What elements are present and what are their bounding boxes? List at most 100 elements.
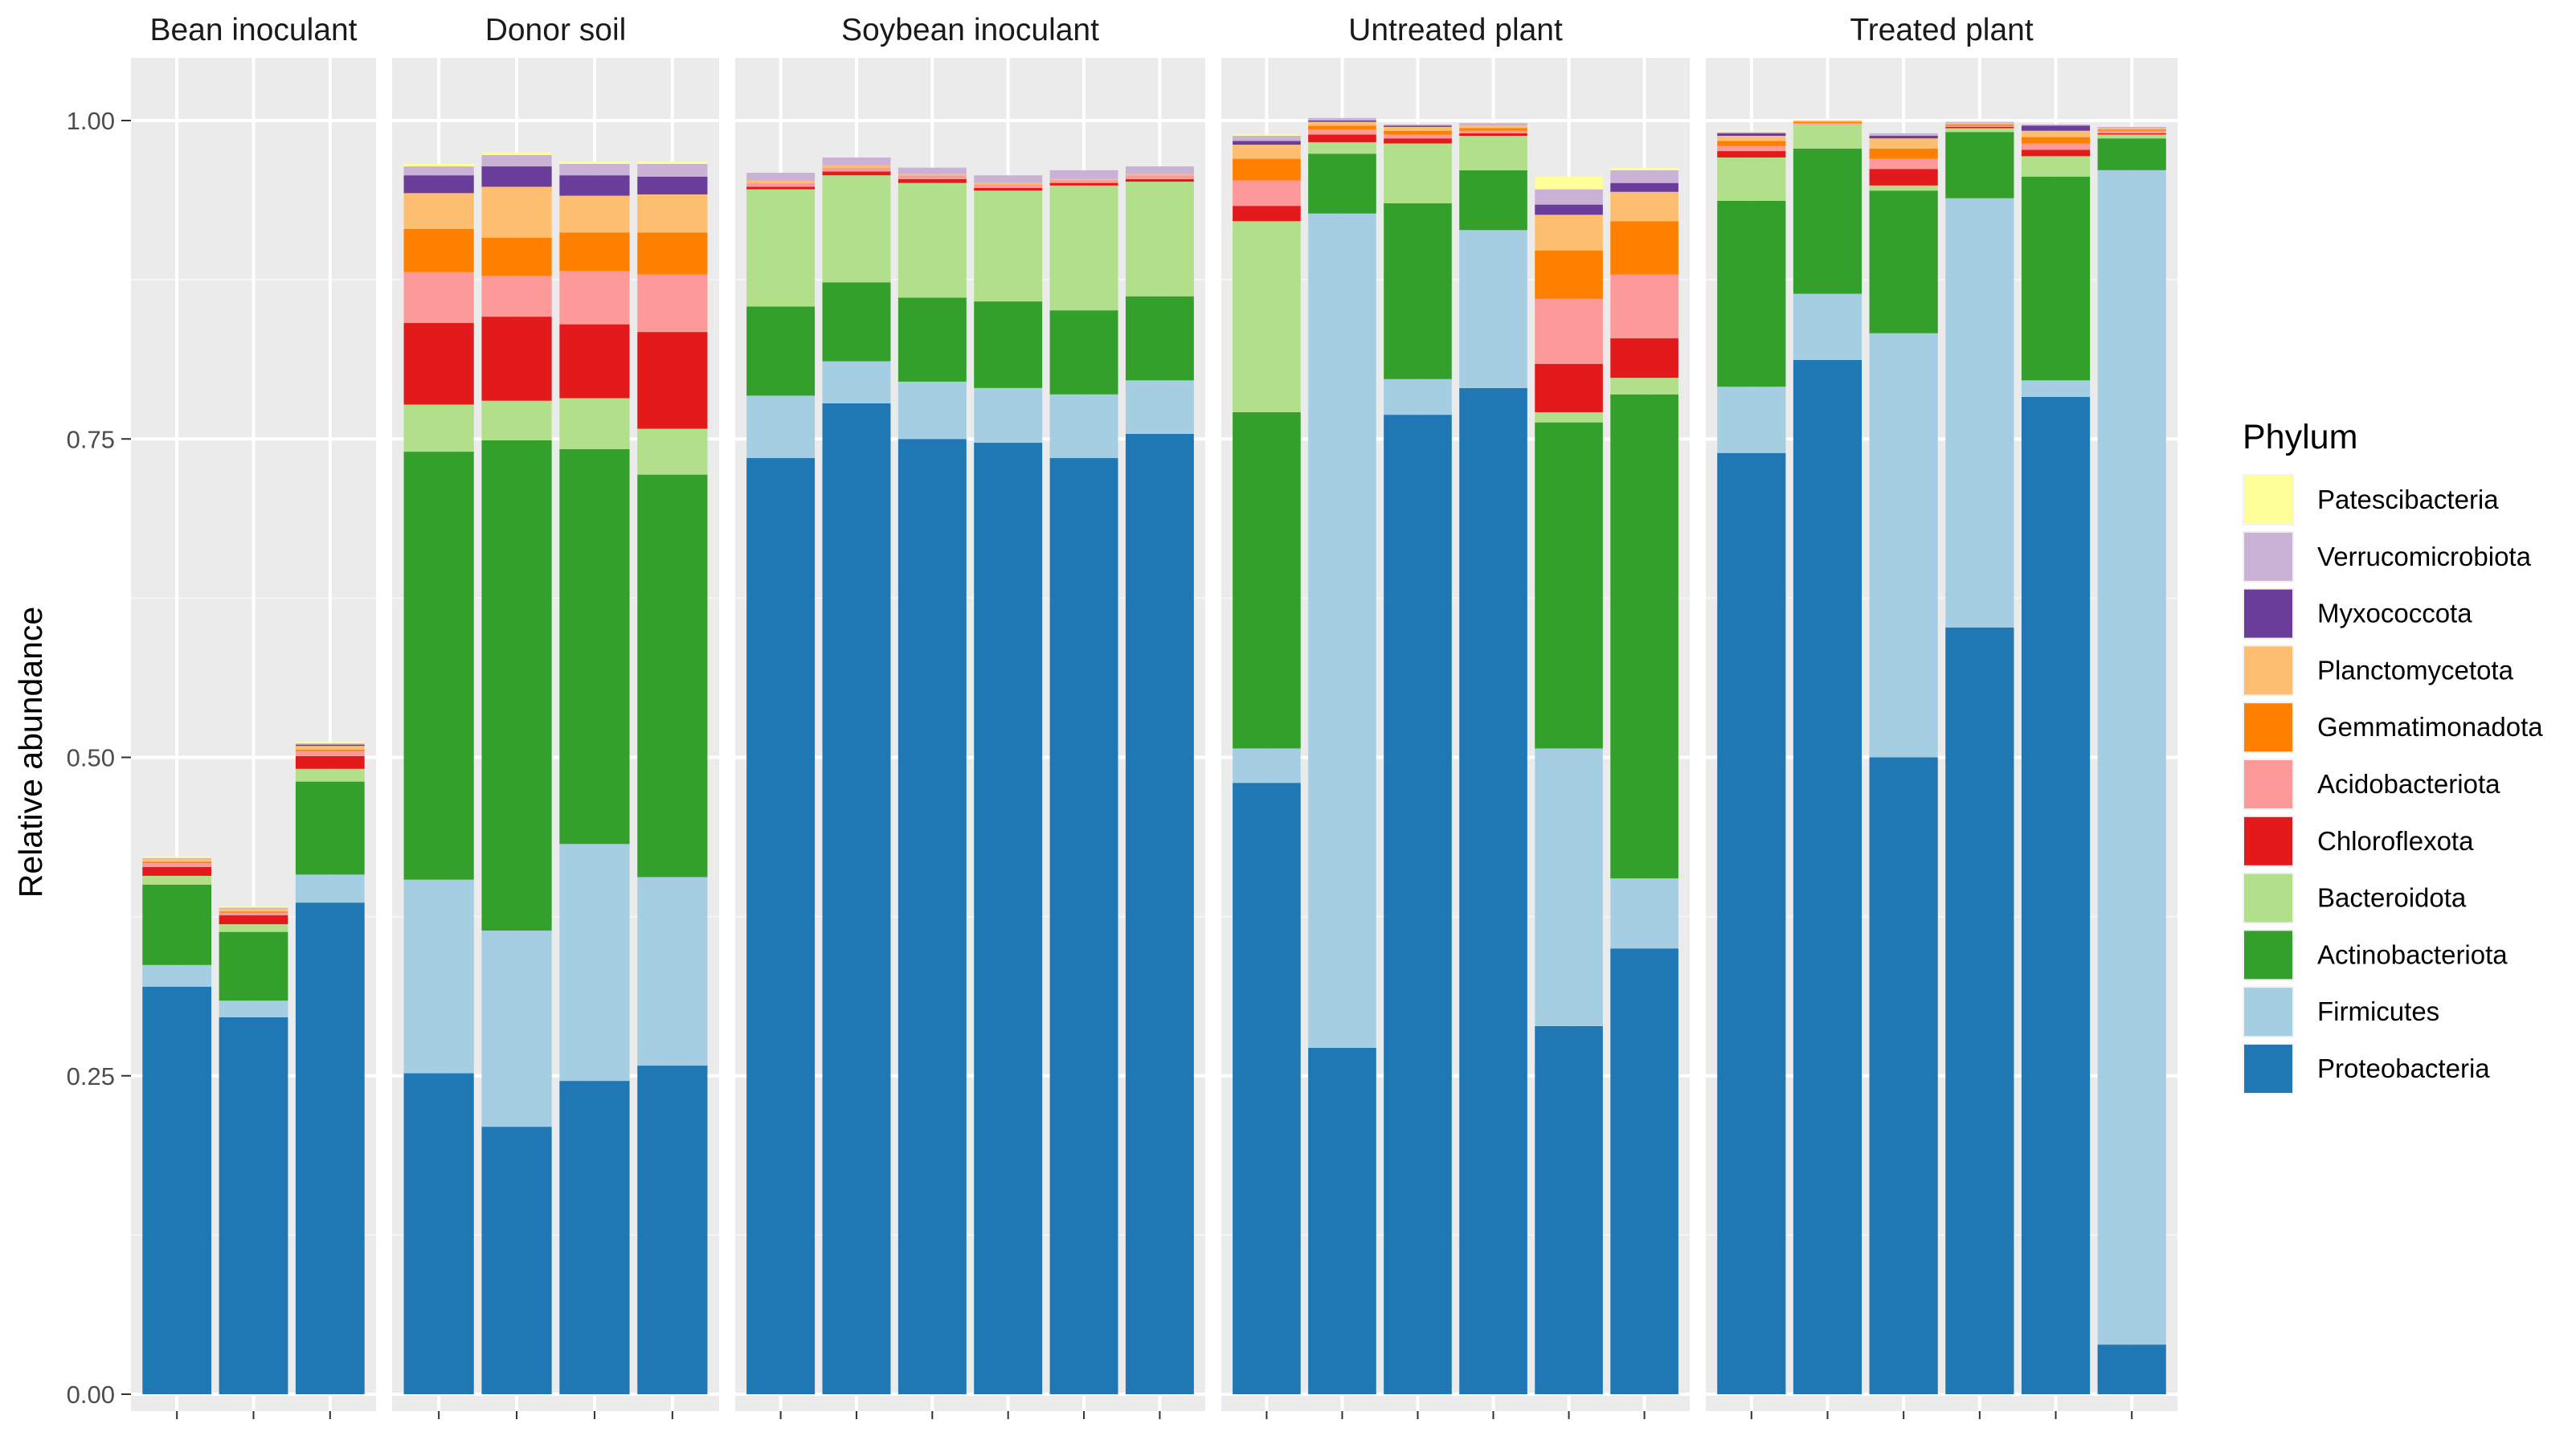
legend: Phylum Patescibacteria Verrucomicrobiota M… xyxy=(2243,418,2543,1094)
bar-segment-myxococcota xyxy=(403,175,474,194)
bar-segment-patescibacteria xyxy=(403,163,474,167)
legend-swatch xyxy=(2244,816,2292,865)
bar-segment-proteobacteria xyxy=(1869,757,1938,1394)
stacked-bar xyxy=(403,163,474,1394)
bar-segment-planctomycetota xyxy=(1233,145,1301,159)
bar-segment-acidobacteriota xyxy=(1049,180,1118,183)
bar-segment-proteobacteria xyxy=(142,986,212,1394)
bar-segment-bacteroidota xyxy=(1049,185,1118,311)
bar-segment-acidobacteriota xyxy=(746,182,816,187)
stacked-bar xyxy=(1793,121,1862,1395)
facet-panel: Soybean inoculant xyxy=(735,13,1205,1419)
bar-segment-actinobacteriota xyxy=(403,452,474,880)
bar-segment-chloroflexota xyxy=(1717,151,1786,158)
bar-segment-planctomycetota xyxy=(2097,128,2166,130)
bar-segment-firmicutes xyxy=(1610,878,1678,949)
bar-segment-bacteroidota xyxy=(295,768,365,782)
bar-segment-myxococcota xyxy=(1535,204,1603,215)
bar-segment-planctomycetota xyxy=(1610,191,1678,222)
bar-segment-acidobacteriota xyxy=(1869,158,1938,170)
bar-segment-acidobacteriota xyxy=(1793,123,1862,125)
facets-layer: Bean inoculant Donor soil Soybean inoculan… xyxy=(131,13,2177,1419)
stacked-bar xyxy=(559,161,630,1394)
bar-segment-planctomycetota xyxy=(637,194,708,233)
legend-item: Patescibacteria xyxy=(2243,474,2499,526)
bar-segment-bacteroidota xyxy=(1384,143,1452,204)
bar-segment-actinobacteriota xyxy=(559,448,630,845)
bar-segment-gemmatimonadota xyxy=(1793,121,1862,124)
bar-segment-verrucomicrobiota xyxy=(1717,132,1786,133)
bar-segment-chloroflexota xyxy=(559,324,630,399)
legend-item: Actinobacteriota xyxy=(2243,929,2508,981)
bar-segment-patescibacteria xyxy=(559,161,630,164)
legend-label: Myxococcota xyxy=(2317,599,2472,628)
bar-segment-verrucomicrobiota xyxy=(2021,124,2091,126)
bar-segment-actinobacteriota xyxy=(637,474,708,878)
bar-segment-acidobacteriota xyxy=(559,271,630,325)
bar-segment-bacteroidota xyxy=(1717,157,1786,201)
y-tick-label: 0.50 xyxy=(67,744,115,772)
legend-label: Proteobacteria xyxy=(2317,1053,2490,1083)
bar-segment-firmicutes xyxy=(1049,394,1118,459)
stacked-bar xyxy=(2097,126,2166,1394)
bar-segment-proteobacteria xyxy=(1459,387,1527,1395)
bar-segment-verrucomicrobiota xyxy=(1125,166,1194,174)
bar-segment-acidobacteriota xyxy=(142,863,212,867)
bar-segment-firmicutes xyxy=(142,964,212,987)
bar-segment-bacteroidota xyxy=(481,400,552,440)
bar-segment-patescibacteria xyxy=(481,152,552,155)
bar-segment-chloroflexota xyxy=(295,755,365,769)
bar-segment-verrucomicrobiota xyxy=(559,163,630,176)
bar-segment-acidobacteriota xyxy=(1717,145,1786,152)
y-tick-label: 0.00 xyxy=(67,1381,115,1409)
bar-segment-firmicutes xyxy=(822,361,891,403)
bar-segment-actinobacteriota xyxy=(2021,176,2091,381)
bar-segment-actinobacteriota xyxy=(1535,422,1603,749)
facet-panel: Donor soil xyxy=(392,13,719,1419)
bar-segment-myxococcota xyxy=(2021,125,2091,131)
bar-segment-proteobacteria xyxy=(1717,452,1786,1394)
bar-segment-bacteroidota xyxy=(142,875,212,885)
bar-segment-gemmatimonadota xyxy=(2021,137,2091,144)
bar-segment-verrucomicrobiota xyxy=(898,167,967,174)
bar-segment-actinobacteriota xyxy=(1793,148,1862,294)
bar-segment-acidobacteriota xyxy=(1384,134,1452,139)
bar-segment-acidobacteriota xyxy=(219,912,288,916)
bar-segment-proteobacteria xyxy=(1125,433,1194,1395)
bar-segment-verrucomicrobiota xyxy=(637,163,708,177)
bar-segment-chloroflexota xyxy=(1610,338,1678,378)
bar-segment-proteobacteria xyxy=(1945,627,2014,1394)
bar-segment-proteobacteria xyxy=(822,403,891,1394)
facet-title: Donor soil xyxy=(485,13,627,47)
stacked-bar xyxy=(1125,166,1194,1395)
bar-segment-patescibacteria xyxy=(219,906,288,908)
stacked-bar xyxy=(1384,124,1452,1394)
bar-segment-chloroflexota xyxy=(403,323,474,405)
bar-segment-firmicutes xyxy=(219,1000,288,1017)
bar-segment-planctomycetota xyxy=(219,909,288,912)
bar-segment-chloroflexota xyxy=(822,171,891,176)
legend-label: Planctomycetota xyxy=(2317,655,2514,685)
bar-segment-myxococcota xyxy=(1384,125,1452,127)
bar-segment-firmicutes xyxy=(1384,378,1452,415)
stacked-bar xyxy=(1535,176,1603,1394)
bar-segment-firmicutes xyxy=(1459,230,1527,388)
bar-segment-bacteroidota xyxy=(2021,156,2091,177)
bar-segment-chloroflexota xyxy=(1308,134,1376,142)
bar-segment-firmicutes xyxy=(295,874,365,903)
bar-segment-verrucomicrobiota xyxy=(295,743,365,745)
stacked-bar xyxy=(746,172,816,1394)
bar-segment-chloroflexota xyxy=(746,186,816,190)
bar-segment-proteobacteria xyxy=(746,458,816,1394)
bar-segment-firmicutes xyxy=(403,879,474,1074)
bar-segment-bacteroidota xyxy=(1945,128,2014,133)
bar-segment-myxococcota xyxy=(1610,182,1678,192)
bar-segment-proteobacteria xyxy=(898,439,967,1394)
bar-segment-patescibacteria xyxy=(1610,167,1678,170)
bar-segment-actinobacteriota xyxy=(1945,132,2014,198)
bar-segment-acidobacteriota xyxy=(2021,143,2091,150)
bar-segment-proteobacteria xyxy=(295,902,365,1394)
bar-segment-planctomycetota xyxy=(1308,121,1376,126)
bar-segment-chloroflexota xyxy=(2097,133,2166,135)
